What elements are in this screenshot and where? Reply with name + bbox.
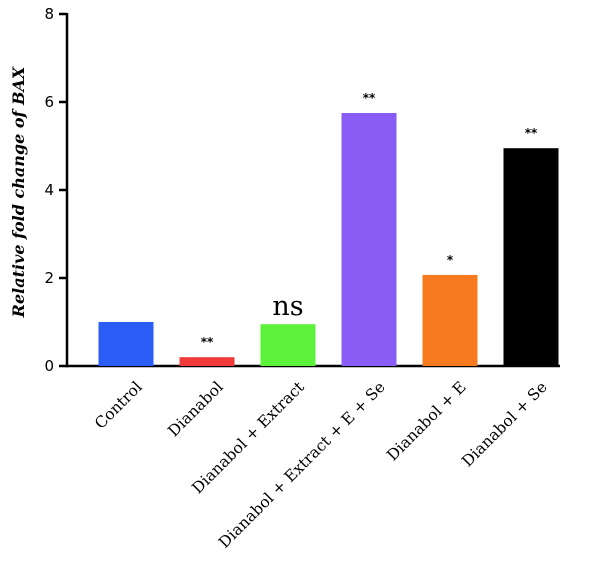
y-tick-label: 2 [44, 269, 54, 287]
x-tick-label: Dianabol [164, 378, 226, 440]
x-tick-label: Dianabol + Extract + E + Se [215, 378, 389, 552]
significance-label: ** [363, 91, 376, 105]
significance-label: * [447, 253, 454, 267]
y-tick-label: 6 [44, 93, 54, 111]
y-tick-label: 4 [44, 181, 54, 199]
annotations: **ns***** [201, 91, 538, 349]
y-axis-title: Relative fold change of BAX [9, 66, 28, 318]
bar [503, 148, 559, 366]
y-tick-label: 0 [44, 357, 54, 375]
y-tick-label: 8 [44, 5, 54, 23]
bar [179, 357, 235, 366]
significance-label: ** [201, 335, 214, 349]
bars [98, 113, 559, 366]
significance-label: ns [272, 291, 303, 322]
bar [98, 322, 154, 366]
y-ticks: 0 2 4 6 8 [44, 5, 67, 375]
x-tick-label: Dianabol + Se [458, 378, 550, 470]
x-tick-label: Control [91, 378, 146, 433]
bar [341, 113, 397, 366]
x-tick-label: Dianabol + E [383, 378, 469, 464]
bar [422, 274, 478, 366]
bar [260, 324, 316, 366]
significance-label: ** [525, 126, 538, 140]
